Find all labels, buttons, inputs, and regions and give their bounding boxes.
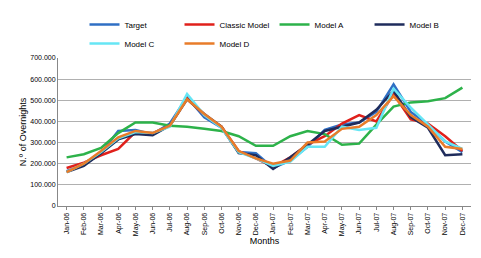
svg-text:500.000: 500.000 [30, 97, 55, 104]
svg-text:100.000: 100.000 [30, 181, 55, 188]
svg-text:Jul-06: Jul-06 [166, 213, 173, 232]
svg-text:Oct-07: Oct-07 [424, 213, 431, 234]
svg-text:Nov-07: Nov-07 [441, 213, 448, 236]
svg-text:Model B: Model B [410, 21, 439, 30]
svg-text:Sep-07: Sep-07 [407, 213, 415, 236]
svg-text:Feb-07: Feb-07 [287, 213, 294, 235]
svg-text:Nov-06: Nov-06 [235, 213, 242, 236]
svg-text:700.000: 700.000 [30, 54, 55, 61]
svg-text:Model D: Model D [220, 40, 250, 49]
svg-text:Oct-06: Oct-06 [218, 213, 225, 234]
svg-text:Sep-06: Sep-06 [201, 213, 209, 236]
svg-text:Dec-06: Dec-06 [252, 213, 259, 236]
svg-text:Jun-07: Jun-07 [355, 213, 362, 235]
svg-text:0: 0 [52, 202, 56, 209]
svg-text:Model C: Model C [125, 40, 155, 49]
svg-text:May-07: May-07 [338, 213, 346, 236]
svg-text:Jul-07: Jul-07 [373, 213, 380, 232]
svg-text:Months: Months [250, 236, 280, 246]
svg-text:Apr-07: Apr-07 [321, 213, 329, 234]
svg-text:Jan-07: Jan-07 [269, 213, 276, 235]
svg-text:N.º of Overnights: N.º of Overnights [18, 97, 28, 166]
svg-text:Aug-06: Aug-06 [183, 213, 191, 236]
svg-text:Jan-06: Jan-06 [63, 213, 70, 235]
svg-text:May-06: May-06 [132, 213, 140, 236]
svg-text:Jun-06: Jun-06 [149, 213, 156, 235]
svg-text:Apr-06: Apr-06 [115, 213, 123, 234]
svg-text:Mar-06: Mar-06 [97, 213, 104, 235]
svg-text:Aug-07: Aug-07 [390, 213, 398, 236]
svg-text:Classic Model: Classic Model [220, 21, 270, 30]
svg-text:600.000: 600.000 [30, 76, 55, 83]
svg-text:Feb-06: Feb-06 [80, 213, 87, 235]
svg-text:200.000: 200.000 [30, 160, 55, 167]
svg-text:Target: Target [125, 21, 148, 30]
svg-text:Mar-07: Mar-07 [304, 213, 311, 235]
svg-text:Model A: Model A [315, 21, 345, 30]
svg-text:400.000: 400.000 [30, 118, 55, 125]
svg-text:Dec-07: Dec-07 [459, 213, 466, 236]
svg-text:300.000: 300.000 [30, 139, 55, 146]
